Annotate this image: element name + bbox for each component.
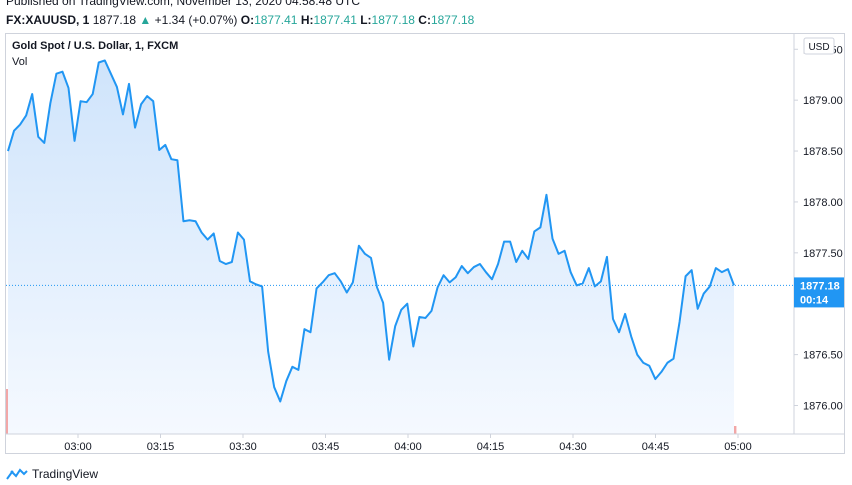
time-tick-label: 03:15 xyxy=(147,441,175,453)
time-tick-label: 05:00 xyxy=(724,441,752,453)
chart-frame[interactable]: 1879.501879.001878.501878.001877.501876.… xyxy=(5,33,845,454)
time-tick-label: 03:00 xyxy=(64,441,92,453)
time-tick-label: 04:00 xyxy=(394,441,422,453)
price-tick-label: 1878.50 xyxy=(803,146,843,158)
last-price-badge xyxy=(794,277,844,308)
close-label: C: xyxy=(418,13,431,27)
high-label: H: xyxy=(300,13,314,27)
low-label: L: xyxy=(360,13,372,27)
tradingview-logo-icon xyxy=(6,468,28,480)
price-tick-label: 1878.00 xyxy=(803,197,843,209)
price-tick-label: 1879.00 xyxy=(803,95,843,107)
low-value: 1877.18 xyxy=(371,13,415,27)
up-arrow-icon: ▲ xyxy=(139,13,152,27)
open-label: O: xyxy=(240,13,255,27)
footer: TradingView xyxy=(6,464,98,484)
time-tick-label: 04:45 xyxy=(642,441,670,453)
time-axis[interactable]: 03:00 03:15 03:30 03:45 04:00 04:15 04:30 04:45… xyxy=(64,434,752,453)
volume-legend: Vol xyxy=(12,56,27,68)
open-value: 1877.41 xyxy=(254,13,298,27)
footer-brand: TradingView xyxy=(32,467,99,481)
price-axis[interactable]: 1879.501879.001878.501878.001877.501876.… xyxy=(794,44,843,413)
price-area xyxy=(8,60,734,435)
last-price-badge-value: 1877.18 xyxy=(800,280,840,292)
currency-label: USD xyxy=(808,42,829,53)
symbol-label: FX:XAUUSD, 1 xyxy=(6,13,90,27)
close-value: 1877.18 xyxy=(430,13,475,27)
price-tick-label: 1876.00 xyxy=(803,401,843,413)
chart-header: Published on TradingView.com, November 1… xyxy=(6,0,846,32)
currency-button[interactable] xyxy=(803,37,835,55)
time-tick-label: 04:15 xyxy=(477,441,505,453)
price-tick-label: 1877.50 xyxy=(803,248,843,260)
chart-title: Gold Spot / U.S. Dollar, 1, FXCM xyxy=(12,40,178,52)
price-line xyxy=(7,59,735,403)
symbol-quote-line: FX:XAUUSD, 1 1877.18 ▲ +1.34 (+0.07%) O:… xyxy=(6,13,474,27)
price-change: +1.34 (+0.07%) xyxy=(154,13,238,27)
bar-countdown: 00:14 xyxy=(800,294,829,306)
published-note: Published on TradingView.com, November 1… xyxy=(6,0,360,8)
price-chart[interactable]: 1879.501879.001878.501878.001877.501876.… xyxy=(6,34,845,454)
time-tick-label: 03:45 xyxy=(312,441,340,453)
time-tick-label: 04:30 xyxy=(559,441,587,453)
last-price: 1877.18 xyxy=(92,13,137,27)
high-value: 1877.41 xyxy=(313,13,357,27)
time-tick-label: 03:30 xyxy=(229,441,257,453)
price-tick-label: 1876.50 xyxy=(803,350,843,362)
